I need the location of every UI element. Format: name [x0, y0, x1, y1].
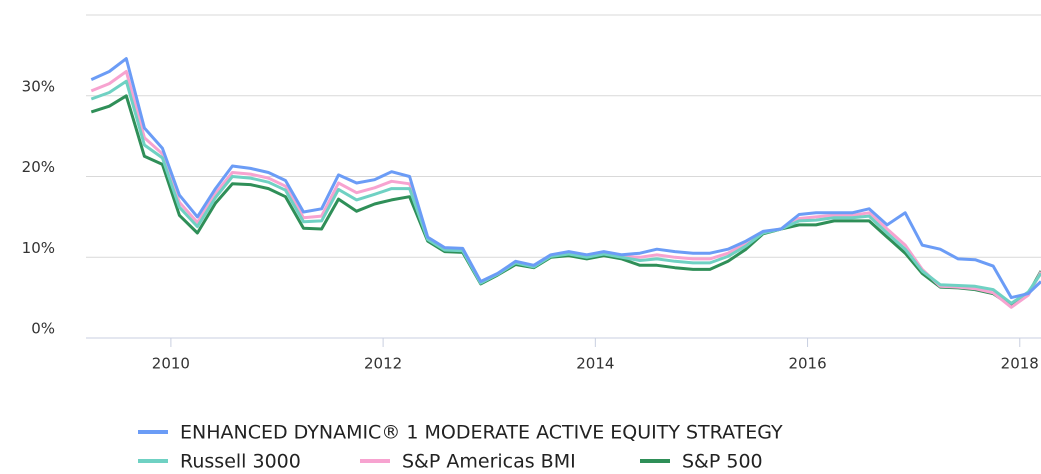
y-tick-label: 30%: [22, 77, 55, 95]
series-line: [90, 57, 1041, 300]
x-tick-label: 2018: [1001, 355, 1039, 373]
legend-label: Russell 3000: [180, 451, 301, 473]
y-tick-label: 10%: [22, 239, 55, 257]
x-tick-label: 2014: [576, 355, 614, 373]
y-tick-label: 20%: [22, 158, 55, 176]
x-tick-label: 2016: [788, 355, 826, 373]
legend-label: S&P 500: [682, 451, 763, 473]
legend-label: S&P Americas BMI: [402, 451, 576, 473]
series-line: [90, 94, 1041, 308]
legend: ENHANCED DYNAMIC® 1 MODERATE ACTIVE EQUI…: [138, 422, 783, 473]
series-line: [90, 70, 1041, 309]
legend-label: ENHANCED DYNAMIC® 1 MODERATE ACTIVE EQUI…: [180, 422, 783, 444]
series-line: [90, 79, 1041, 305]
x-tick-label: 2010: [152, 355, 190, 373]
y-tick-label: 0%: [31, 320, 55, 338]
x-tick-label: 2012: [364, 355, 402, 373]
